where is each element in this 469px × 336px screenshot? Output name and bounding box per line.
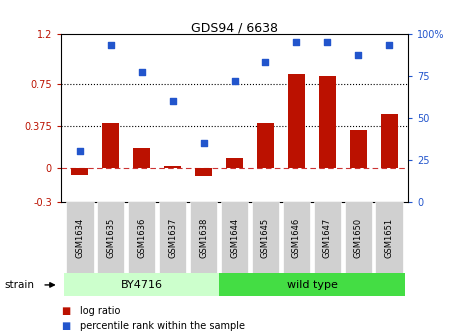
Point [231,78,238,83]
FancyBboxPatch shape [251,202,280,274]
Point [262,59,269,65]
Text: GSM1635: GSM1635 [106,218,115,258]
Point [76,149,83,154]
FancyBboxPatch shape [66,202,93,274]
FancyBboxPatch shape [313,202,341,274]
FancyBboxPatch shape [282,202,310,274]
FancyBboxPatch shape [189,202,218,274]
Text: GSM1650: GSM1650 [354,218,363,258]
Text: wild type: wild type [287,280,337,290]
Point [293,39,300,45]
Bar [71,168,88,175]
Text: BY4716: BY4716 [121,280,163,290]
Text: GSM1644: GSM1644 [230,218,239,258]
Bar [226,158,243,168]
Bar [133,148,150,168]
FancyBboxPatch shape [128,202,156,274]
Point [200,140,207,145]
FancyBboxPatch shape [220,202,249,274]
Point [324,39,331,45]
Text: GDS94 / 6638: GDS94 / 6638 [191,22,278,35]
Point [169,98,176,103]
FancyBboxPatch shape [376,202,403,274]
FancyBboxPatch shape [159,202,187,274]
Text: GSM1647: GSM1647 [323,218,332,258]
Text: GSM1646: GSM1646 [292,218,301,258]
FancyBboxPatch shape [64,274,219,296]
Point [386,43,393,48]
Bar [350,130,367,168]
Bar [319,76,336,168]
Text: percentile rank within the sample: percentile rank within the sample [80,321,245,331]
FancyBboxPatch shape [345,202,372,274]
Point [355,53,362,58]
Text: GSM1638: GSM1638 [199,217,208,258]
Bar [288,74,305,168]
Text: ■: ■ [61,321,70,331]
FancyBboxPatch shape [219,274,405,296]
Text: ■: ■ [61,306,70,316]
Text: GSM1645: GSM1645 [261,218,270,258]
Bar [102,123,119,168]
FancyBboxPatch shape [97,202,124,274]
Bar [195,168,212,176]
Point [138,70,145,75]
Text: GSM1651: GSM1651 [385,218,394,258]
Text: GSM1637: GSM1637 [168,217,177,258]
Bar [164,166,181,168]
Bar [257,123,274,168]
Text: GSM1634: GSM1634 [75,218,84,258]
Bar [381,114,398,168]
Text: GSM1636: GSM1636 [137,217,146,258]
Point [107,43,114,48]
Text: strain: strain [5,280,35,290]
Text: log ratio: log ratio [80,306,120,316]
